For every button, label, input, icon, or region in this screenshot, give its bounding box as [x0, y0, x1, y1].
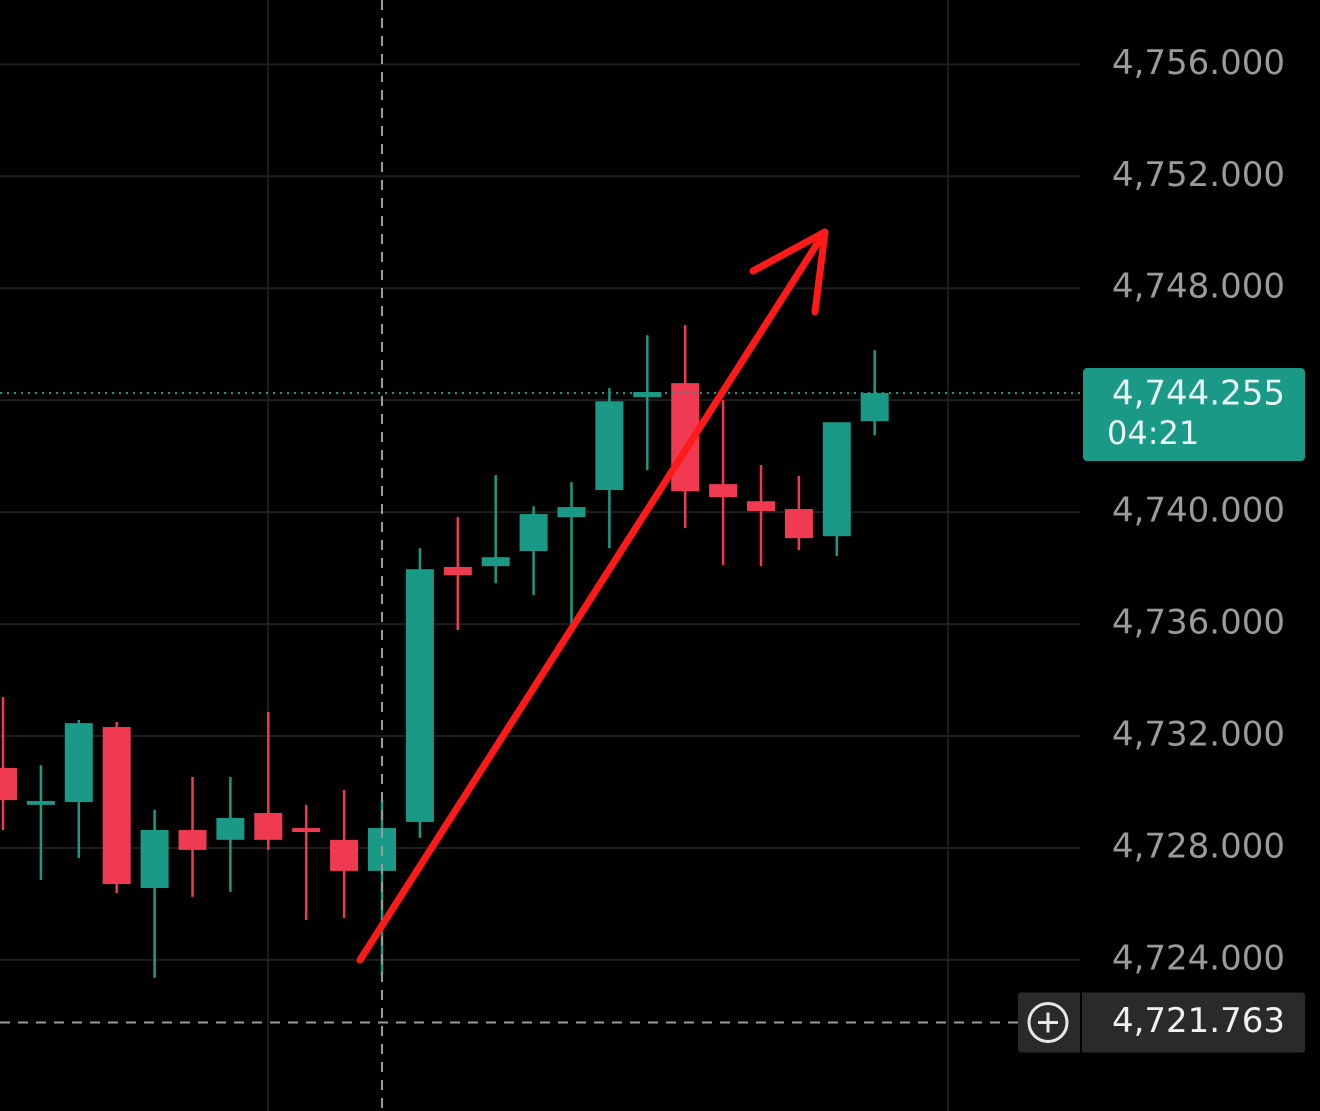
- y-tick-label: 4,724.000: [1112, 938, 1285, 978]
- y-tick-label: 4,752.000: [1112, 155, 1285, 195]
- candle-body: [481, 557, 510, 567]
- plus-icon-circle: [1027, 1001, 1069, 1043]
- candle-body: [64, 723, 93, 803]
- y-tick-label: 4,740.000: [1112, 491, 1285, 531]
- candle-body: [26, 800, 55, 805]
- candle-body: [292, 828, 321, 832]
- countdown: 04:21: [1107, 414, 1199, 452]
- candle-body: [330, 839, 359, 871]
- candle-body: [178, 830, 207, 850]
- candle-body: [860, 393, 889, 422]
- grid: [0, 63, 1080, 961]
- candle-body: [747, 501, 775, 512]
- vertical-grid: [267, 0, 949, 1111]
- candle-body: [709, 484, 738, 498]
- crosshair-label: 4,721.763: [1112, 1001, 1285, 1041]
- candle-body: [633, 392, 662, 398]
- arrow-shaft: [356, 229, 828, 964]
- candle-body: [784, 509, 813, 539]
- candle-body: [0, 767, 17, 801]
- candle-body: [102, 727, 131, 885]
- axis: 4,724.000 4,728.000 4,732.000 4,736.000 4,74…: [1018, 43, 1305, 1053]
- candle-body: [216, 817, 245, 840]
- candle-body: [443, 566, 472, 576]
- y-tick-label: 4,748.000: [1112, 267, 1285, 307]
- last-price-tag: [1083, 368, 1305, 462]
- y-tick-label: 4,728.000: [1112, 826, 1285, 866]
- candle-body: [519, 514, 548, 552]
- y-tick-label: 4,736.000: [1112, 603, 1285, 643]
- candle-body: [405, 569, 434, 822]
- add-alert-button[interactable]: [1027, 1001, 1069, 1043]
- arrow-head: [749, 228, 829, 316]
- candle-body: [140, 830, 169, 888]
- y-tick-label: 4,756.000: [1112, 43, 1285, 83]
- candle-body: [822, 422, 851, 537]
- y-tick-label: 4,732.000: [1112, 715, 1285, 755]
- annotation-arrow: [356, 228, 829, 964]
- last-price-label: 4,744.255: [1112, 374, 1285, 414]
- candle-body: [595, 401, 624, 491]
- candle-body: [254, 812, 283, 840]
- candle-body: [557, 507, 586, 518]
- crosshair-tag: [1018, 992, 1305, 1053]
